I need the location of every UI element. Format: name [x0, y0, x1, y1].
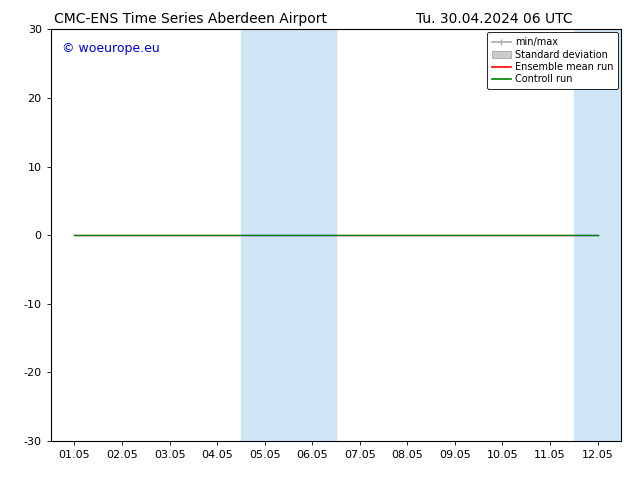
Bar	[241, 29, 336, 441]
Text: CMC-ENS Time Series Aberdeen Airport: CMC-ENS Time Series Aberdeen Airport	[54, 12, 327, 26]
Text: Tu. 30.04.2024 06 UTC: Tu. 30.04.2024 06 UTC	[416, 12, 573, 26]
Text: © woeurope.eu: © woeurope.eu	[62, 42, 160, 55]
Bar	[574, 29, 621, 441]
Legend: min/max, Standard deviation, Ensemble mean run, Controll run: min/max, Standard deviation, Ensemble me…	[487, 32, 618, 89]
